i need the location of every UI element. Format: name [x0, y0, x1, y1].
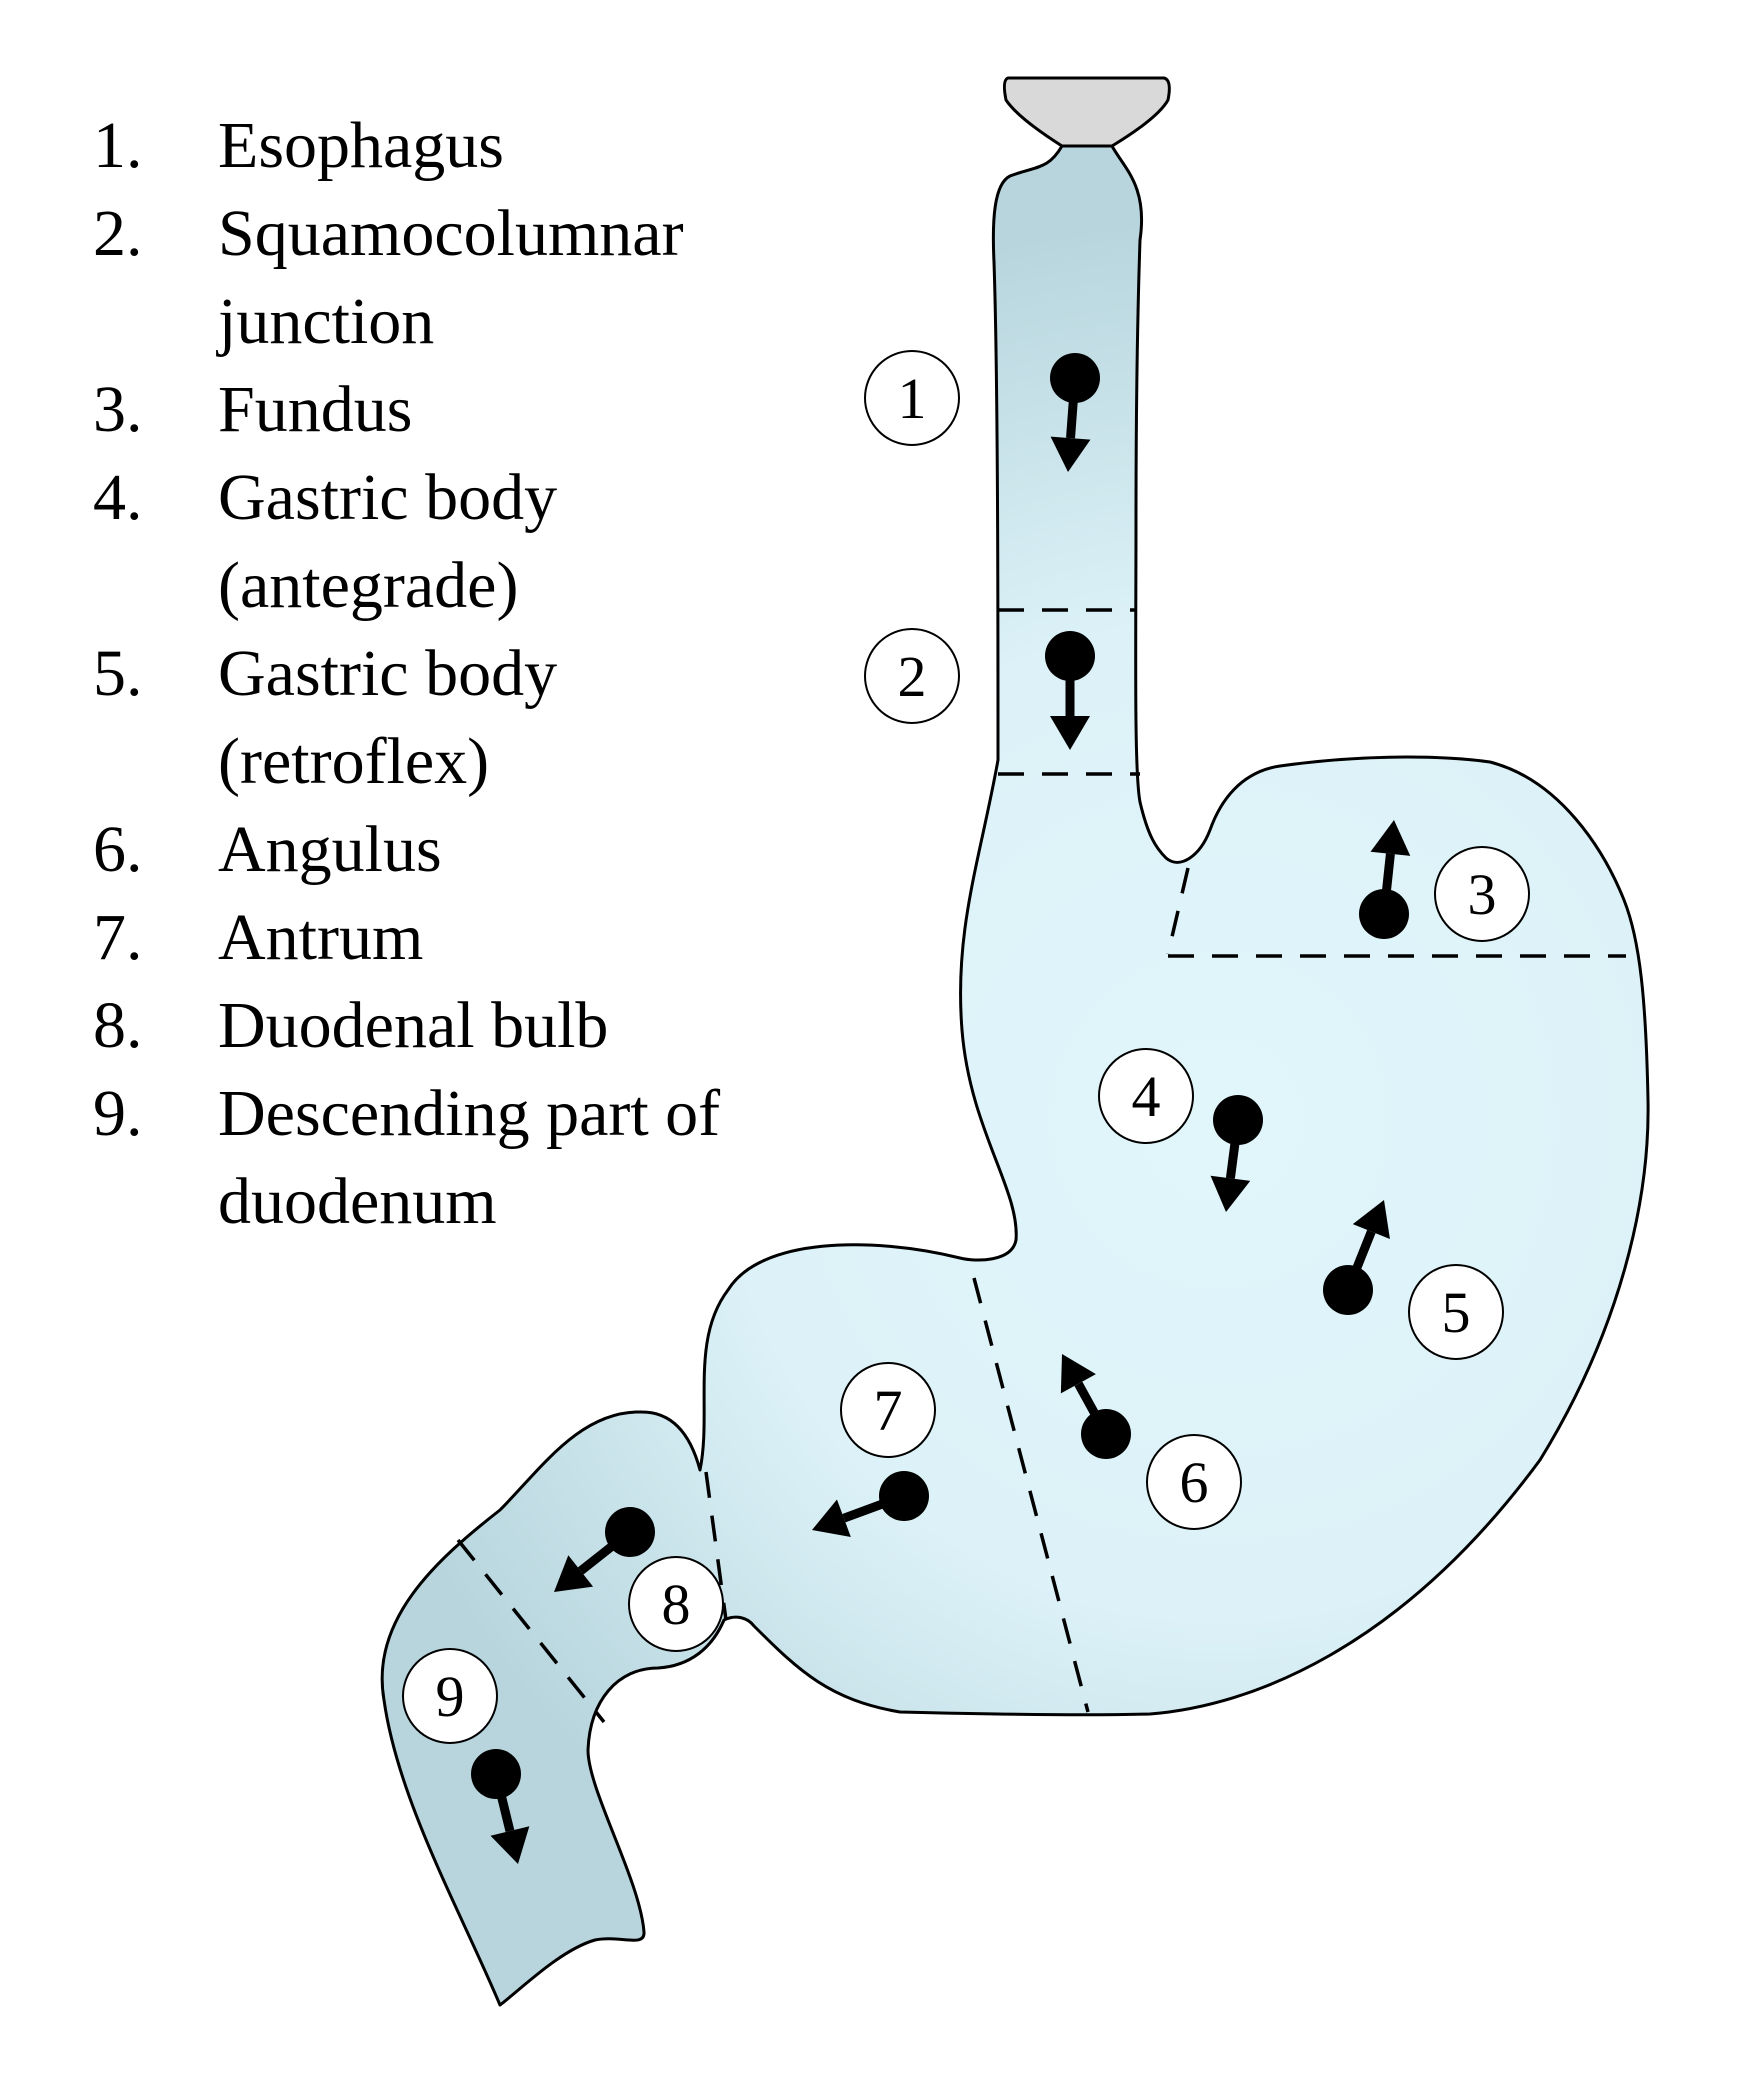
- view-marker-3: [1359, 820, 1411, 939]
- station-label: 1: [898, 366, 927, 431]
- boundary-fundus-tick: [1166, 867, 1190, 955]
- legend-item-text: Gastric body: [218, 637, 557, 710]
- station-4: 4: [1098, 1048, 1194, 1144]
- legend-number: 9.: [93, 1077, 143, 1150]
- endoscope-dot: [605, 1507, 655, 1557]
- view-marker-9: [471, 1749, 530, 1864]
- station-circle: [1098, 1048, 1194, 1144]
- arrow-head: [1370, 820, 1411, 856]
- legend-number: 1.: [93, 109, 143, 182]
- endoscope-dot: [471, 1749, 521, 1799]
- legend-item-text: Angulus: [218, 813, 442, 886]
- legend-item-text: (antegrade): [218, 549, 518, 622]
- endoscope-dot: [1213, 1095, 1263, 1145]
- view-marker-5: [1323, 1200, 1390, 1315]
- organ-outline: [380, 144, 1650, 2007]
- station-label: 4: [1132, 1064, 1161, 1129]
- legend-item-text: Descending part of: [218, 1077, 720, 1150]
- legend-item-text: Squamocolumnar: [218, 197, 684, 270]
- endoscope-dot: [1050, 353, 1100, 403]
- view-marker-7: [812, 1471, 929, 1537]
- station-3: 3: [1434, 846, 1530, 942]
- station-circle: [1146, 1434, 1242, 1530]
- station-7: 7: [840, 1362, 936, 1458]
- endoscope-dot: [1081, 1409, 1131, 1459]
- boundary-angulus-antrum: [972, 1277, 1090, 1713]
- endoscope-dot: [1323, 1265, 1373, 1315]
- station-label: 9: [436, 1664, 465, 1729]
- station-label: 2: [898, 644, 927, 709]
- view-marker-8: [554, 1507, 655, 1592]
- station-6: 6: [1146, 1434, 1242, 1530]
- legend-number: 7.: [93, 901, 143, 974]
- station-9: 9: [402, 1648, 498, 1744]
- station-circle: [840, 1362, 936, 1458]
- view-marker-6: [1060, 1354, 1131, 1459]
- legend-item-text: Duodenal bulb: [218, 989, 608, 1062]
- arrow-head: [554, 1555, 594, 1592]
- arrow-head: [490, 1826, 530, 1864]
- boundary-pylorus: [704, 1471, 728, 1621]
- legend-item-text: Esophagus: [218, 109, 504, 182]
- legend-item-text: duodenum: [218, 1165, 497, 1238]
- station-label: 8: [662, 1572, 691, 1637]
- view-marker-2: [1045, 631, 1095, 750]
- station-label: 3: [1468, 862, 1497, 927]
- legend-number: 2.: [93, 197, 143, 270]
- station-8: 8: [628, 1556, 724, 1652]
- legend-item-text: Antrum: [218, 901, 423, 974]
- legend: 1. Esophagus 2. Squamocolumnar junction 3. Fun…: [93, 109, 720, 1238]
- legend-number: 8.: [93, 989, 143, 1062]
- station-1: 1: [864, 350, 960, 446]
- view-markers: [471, 353, 1411, 1864]
- station-circle: [1434, 846, 1530, 942]
- arrow-head: [1210, 1175, 1251, 1212]
- legend-number: 4.: [93, 461, 143, 534]
- station-label: 6: [1180, 1450, 1209, 1515]
- station-5: 5: [1408, 1264, 1504, 1360]
- legend-item-text: junction: [216, 285, 434, 358]
- legend-item-text: Gastric body: [218, 461, 557, 534]
- esophagus-cap: [1002, 76, 1171, 148]
- legend-item-text: Fundus: [218, 373, 412, 446]
- arrow-head: [1050, 716, 1090, 750]
- station-labels: 1 2 3 4 5 6 7 8 9: [402, 350, 1530, 1744]
- arrow-head: [1050, 436, 1091, 472]
- view-marker-1: [1050, 353, 1100, 472]
- station-circle: [864, 350, 960, 446]
- station-2: 2: [864, 628, 960, 724]
- arrow-head: [1352, 1200, 1390, 1239]
- station-circle: [1408, 1264, 1504, 1360]
- legend-number: 5.: [93, 637, 143, 710]
- station-circle: [864, 628, 960, 724]
- station-label: 5: [1442, 1280, 1471, 1345]
- arrow-head: [812, 1499, 851, 1537]
- view-marker-4: [1210, 1095, 1263, 1212]
- arrow-head: [1060, 1354, 1096, 1394]
- legend-number: 6.: [93, 813, 143, 886]
- station-circle: [402, 1648, 498, 1744]
- endoscope-dot: [1359, 889, 1409, 939]
- station-circle: [628, 1556, 724, 1652]
- endoscope-dot: [1045, 631, 1095, 681]
- boundary-duodenum: [456, 1538, 606, 1724]
- station-label: 7: [874, 1378, 903, 1443]
- endoscope-dot: [879, 1471, 929, 1521]
- legend-item-text: (retroflex): [218, 725, 489, 798]
- legend-number: 3.: [93, 373, 143, 446]
